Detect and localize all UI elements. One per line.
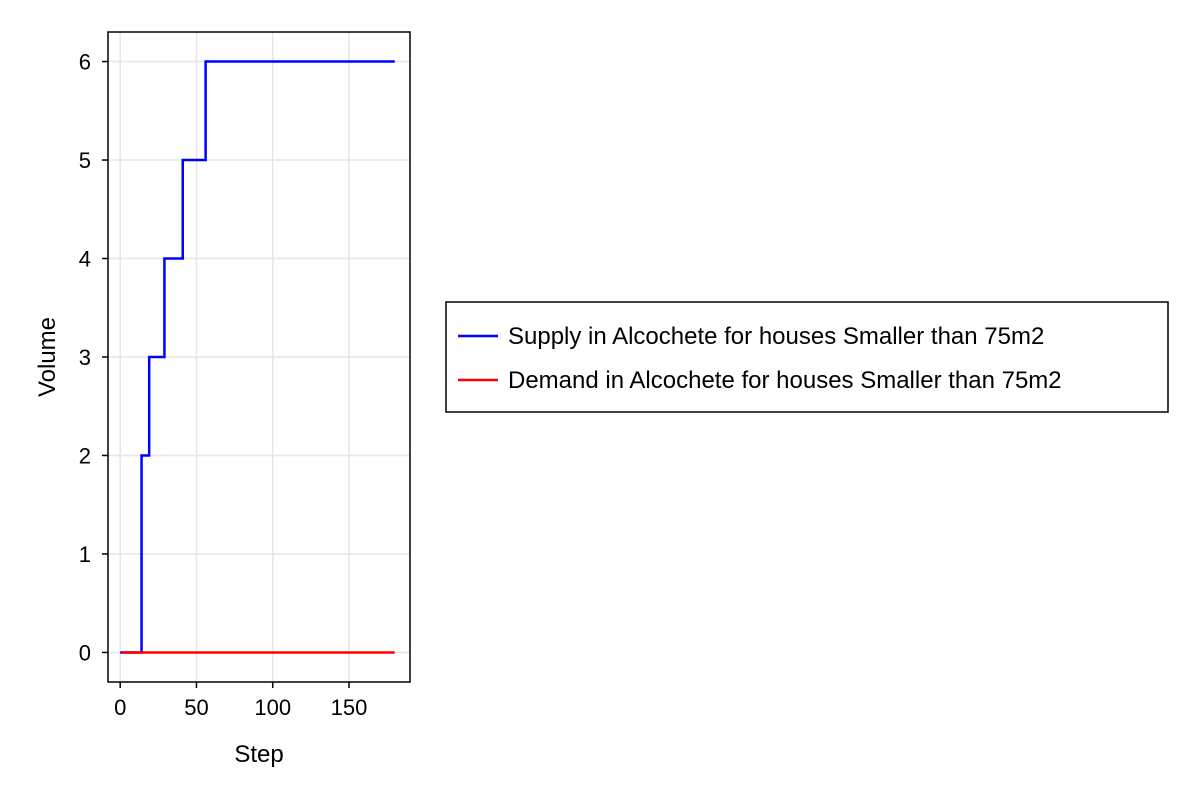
y-tick-label-0: 0 bbox=[79, 640, 91, 665]
axis-ticks: 0 50 100 150 0 1 2 3 4 5 6 bbox=[79, 50, 368, 720]
y-tick-label-3: 3 bbox=[79, 345, 91, 370]
y-tick-label-4: 4 bbox=[79, 247, 91, 272]
x-tick-label-3: 150 bbox=[331, 695, 368, 720]
y-tick-label-2: 2 bbox=[79, 443, 91, 468]
legend-box bbox=[445, 301, 1169, 413]
legend-label-supply: Supply in Alcochete for houses Smaller t… bbox=[508, 323, 1044, 350]
series-layer bbox=[120, 60, 395, 654]
x-tick-label-1: 50 bbox=[184, 695, 208, 720]
x-tick-label-0: 0 bbox=[114, 695, 126, 720]
legend-label-demand: Demand in Alcochete for houses Smaller t… bbox=[508, 367, 1062, 394]
y-tick-label-1: 1 bbox=[79, 542, 91, 567]
x-tick-label-2: 100 bbox=[254, 695, 291, 720]
y-axis-label: Volume bbox=[34, 317, 61, 397]
y-tick-label-6: 6 bbox=[79, 50, 91, 75]
y-tick-label-5: 5 bbox=[79, 148, 91, 173]
x-axis-label: Step bbox=[234, 741, 283, 768]
legend: Supply in Alcochete for houses Smaller t… bbox=[445, 301, 1169, 413]
